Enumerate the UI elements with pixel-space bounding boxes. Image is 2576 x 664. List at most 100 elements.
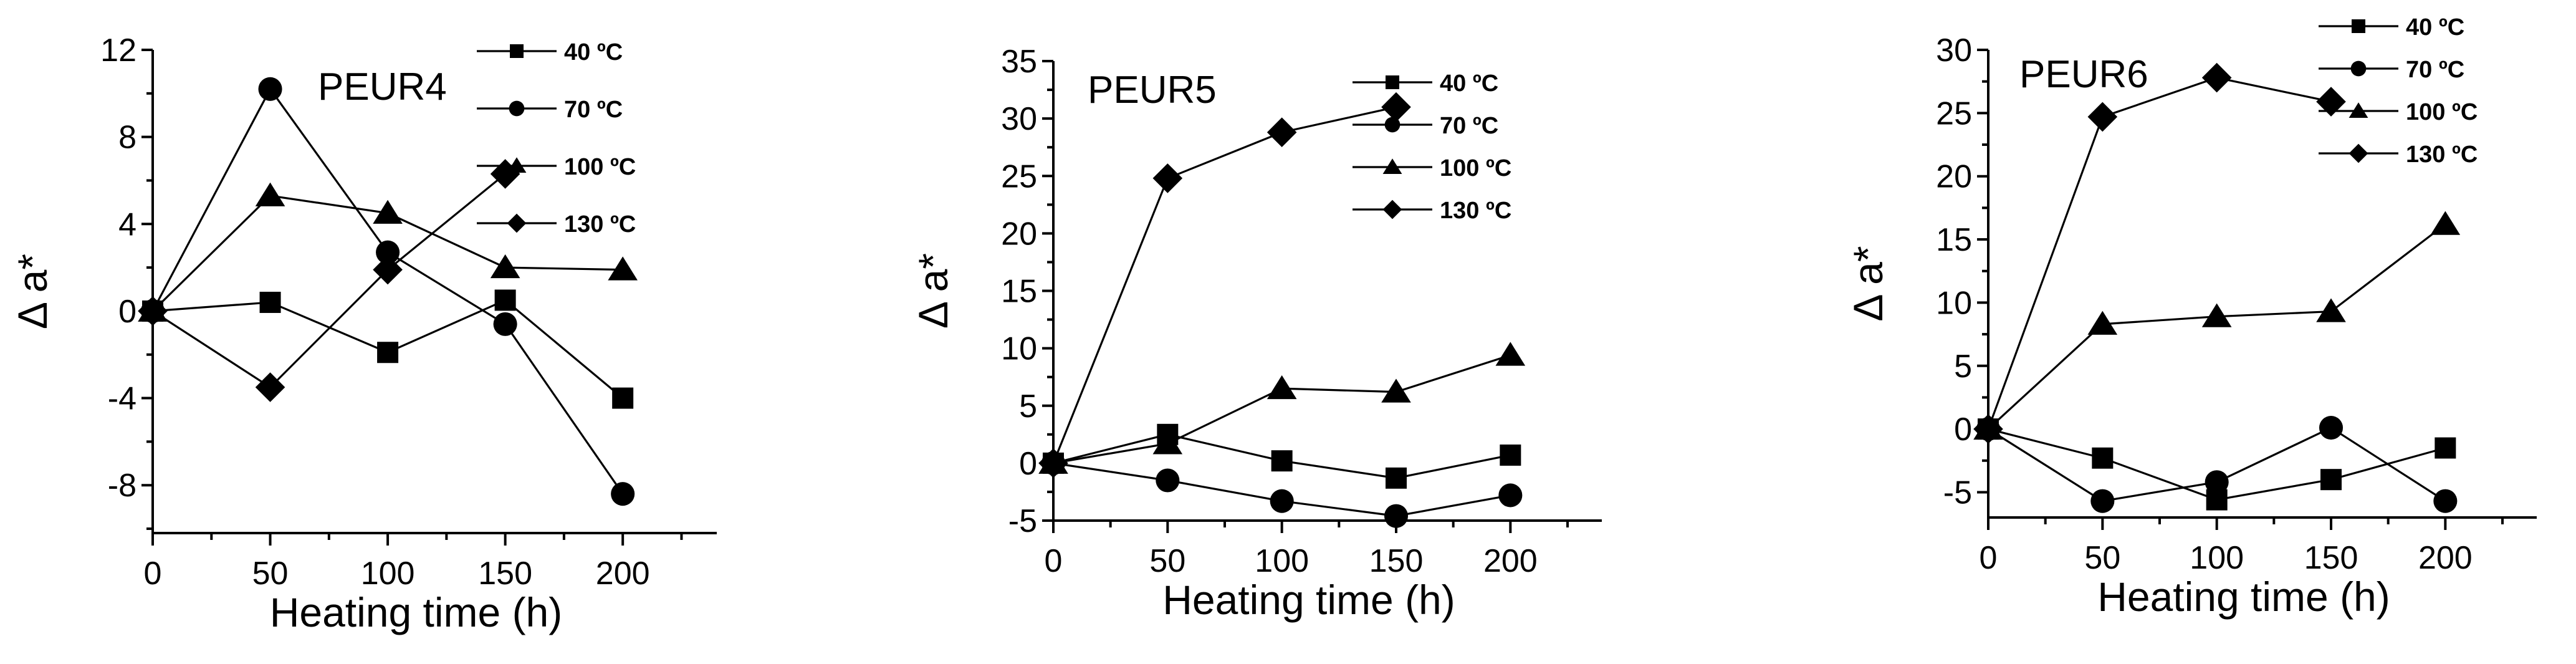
y-axis-title: Δ a*	[9, 254, 55, 329]
legend-marker	[509, 100, 525, 117]
y-tick-label: 30	[1936, 32, 1972, 69]
data-point	[1973, 414, 2003, 444]
data-point	[2201, 303, 2232, 327]
data-point	[1384, 504, 1409, 528]
chart-title: PEUR4	[318, 65, 447, 108]
y-tick-label: 15	[1936, 222, 1972, 258]
x-axis-title: Heating time (h)	[270, 589, 563, 635]
series-square	[142, 289, 634, 409]
x-tick-label: 150	[1369, 543, 1424, 579]
series-line	[152, 173, 506, 389]
x-tick-label: 200	[2418, 540, 2473, 576]
y-axis-title: Δ a*	[910, 253, 956, 329]
data-point	[1271, 450, 1293, 472]
y-tick-label: 10	[1001, 331, 1037, 367]
series-line	[1053, 354, 1511, 464]
series-square	[1043, 423, 1521, 489]
legend-marker	[2349, 143, 2368, 163]
data-point	[2433, 489, 2458, 513]
y-tick-label: 25	[1936, 95, 1972, 132]
legend-label: 100 ºC	[1440, 155, 1511, 181]
data-point	[255, 182, 285, 206]
series-circle	[1041, 451, 1523, 528]
data-point	[1381, 92, 1411, 122]
y-tick-label: 20	[1001, 216, 1037, 252]
data-point	[2087, 310, 2118, 335]
y-tick-label: 25	[1001, 158, 1037, 195]
data-point	[1152, 430, 1183, 455]
x-tick-label: 50	[252, 556, 289, 592]
data-point	[1498, 483, 1523, 508]
series-diamond	[138, 159, 520, 402]
data-point	[1266, 375, 1297, 400]
data-point	[259, 291, 281, 313]
x-tick-label: 150	[2304, 540, 2358, 576]
data-point	[1270, 489, 1294, 513]
y-tick-label: -5	[1943, 474, 1972, 511]
y-tick-label: 5	[1019, 388, 1037, 425]
legend-label: 70 ºC	[564, 97, 623, 123]
data-point	[1381, 378, 1411, 403]
legend-marker	[1382, 200, 1402, 219]
legend-label: 70 ºC	[1440, 113, 1498, 139]
y-tick-label: 20	[1936, 159, 1972, 195]
legend-marker	[1382, 158, 1402, 174]
data-point	[1500, 444, 1521, 466]
series-triangle	[1973, 211, 2461, 440]
data-point	[2435, 437, 2456, 459]
data-point	[2430, 211, 2461, 235]
x-tick-label: 200	[1483, 543, 1538, 579]
series-triangle	[1038, 342, 1526, 474]
chart-panel-1: 12 8 4 0 -4 -8 0 50 100 150 200 Heating time (h) Δ a…	[9, 32, 717, 635]
data-point	[2201, 62, 2232, 93]
y-tick-label: 10	[1936, 285, 1972, 321]
y-tick-label: -4	[108, 381, 136, 417]
data-point	[2316, 87, 2346, 117]
data-point	[2205, 470, 2229, 494]
y-tick-label: 35	[1001, 44, 1037, 80]
data-point	[1495, 342, 1526, 366]
y-tick-label: 0	[1954, 411, 1972, 448]
chart-title: PEUR6	[2019, 53, 2148, 96]
x-tick-label: 200	[596, 556, 650, 592]
data-point	[1152, 163, 1183, 193]
x-axis-title: Heating time (h)	[1162, 577, 1455, 623]
series-line	[1987, 76, 2332, 430]
data-point	[490, 254, 520, 279]
legend-label: 100 ºC	[2406, 99, 2478, 125]
data-point	[490, 159, 520, 189]
series-line	[151, 87, 624, 495]
data-point	[612, 387, 634, 409]
legend-marker	[510, 44, 524, 58]
y-tick-label: 0	[118, 294, 136, 330]
data-point	[138, 296, 168, 326]
legend-marker	[2350, 60, 2367, 77]
legend-label: 130 ºC	[1440, 198, 1511, 224]
data-point	[376, 240, 400, 264]
y-tick-label: -5	[1008, 503, 1037, 539]
data-point	[1386, 467, 1407, 489]
data-point	[255, 372, 285, 402]
legend-label: 130 ºC	[564, 211, 636, 238]
data-point	[1156, 468, 1180, 493]
x-tick-label: 0	[144, 556, 162, 592]
legend-label: 40 ºC	[2406, 14, 2464, 41]
y-tick-label: 8	[118, 120, 136, 156]
x-tick-label: 100	[2190, 540, 2244, 576]
legend-label: 70 ºC	[2406, 57, 2464, 83]
data-point	[1038, 448, 1068, 478]
y-tick-label: -8	[108, 468, 136, 504]
y-tick-label: 15	[1001, 274, 1037, 310]
legend-label: 100 ºC	[564, 154, 636, 180]
y-tick-label: 30	[1001, 101, 1037, 137]
data-point	[2319, 416, 2344, 440]
legend-label: 130 ºC	[2406, 142, 2478, 168]
x-tick-label: 100	[1255, 543, 1309, 579]
data-point	[373, 200, 403, 224]
x-axis-title: Heating time (h)	[2097, 574, 2390, 620]
data-point	[493, 312, 517, 336]
series-diamond	[1038, 92, 1411, 478]
x-tick-label: 50	[2084, 540, 2120, 576]
